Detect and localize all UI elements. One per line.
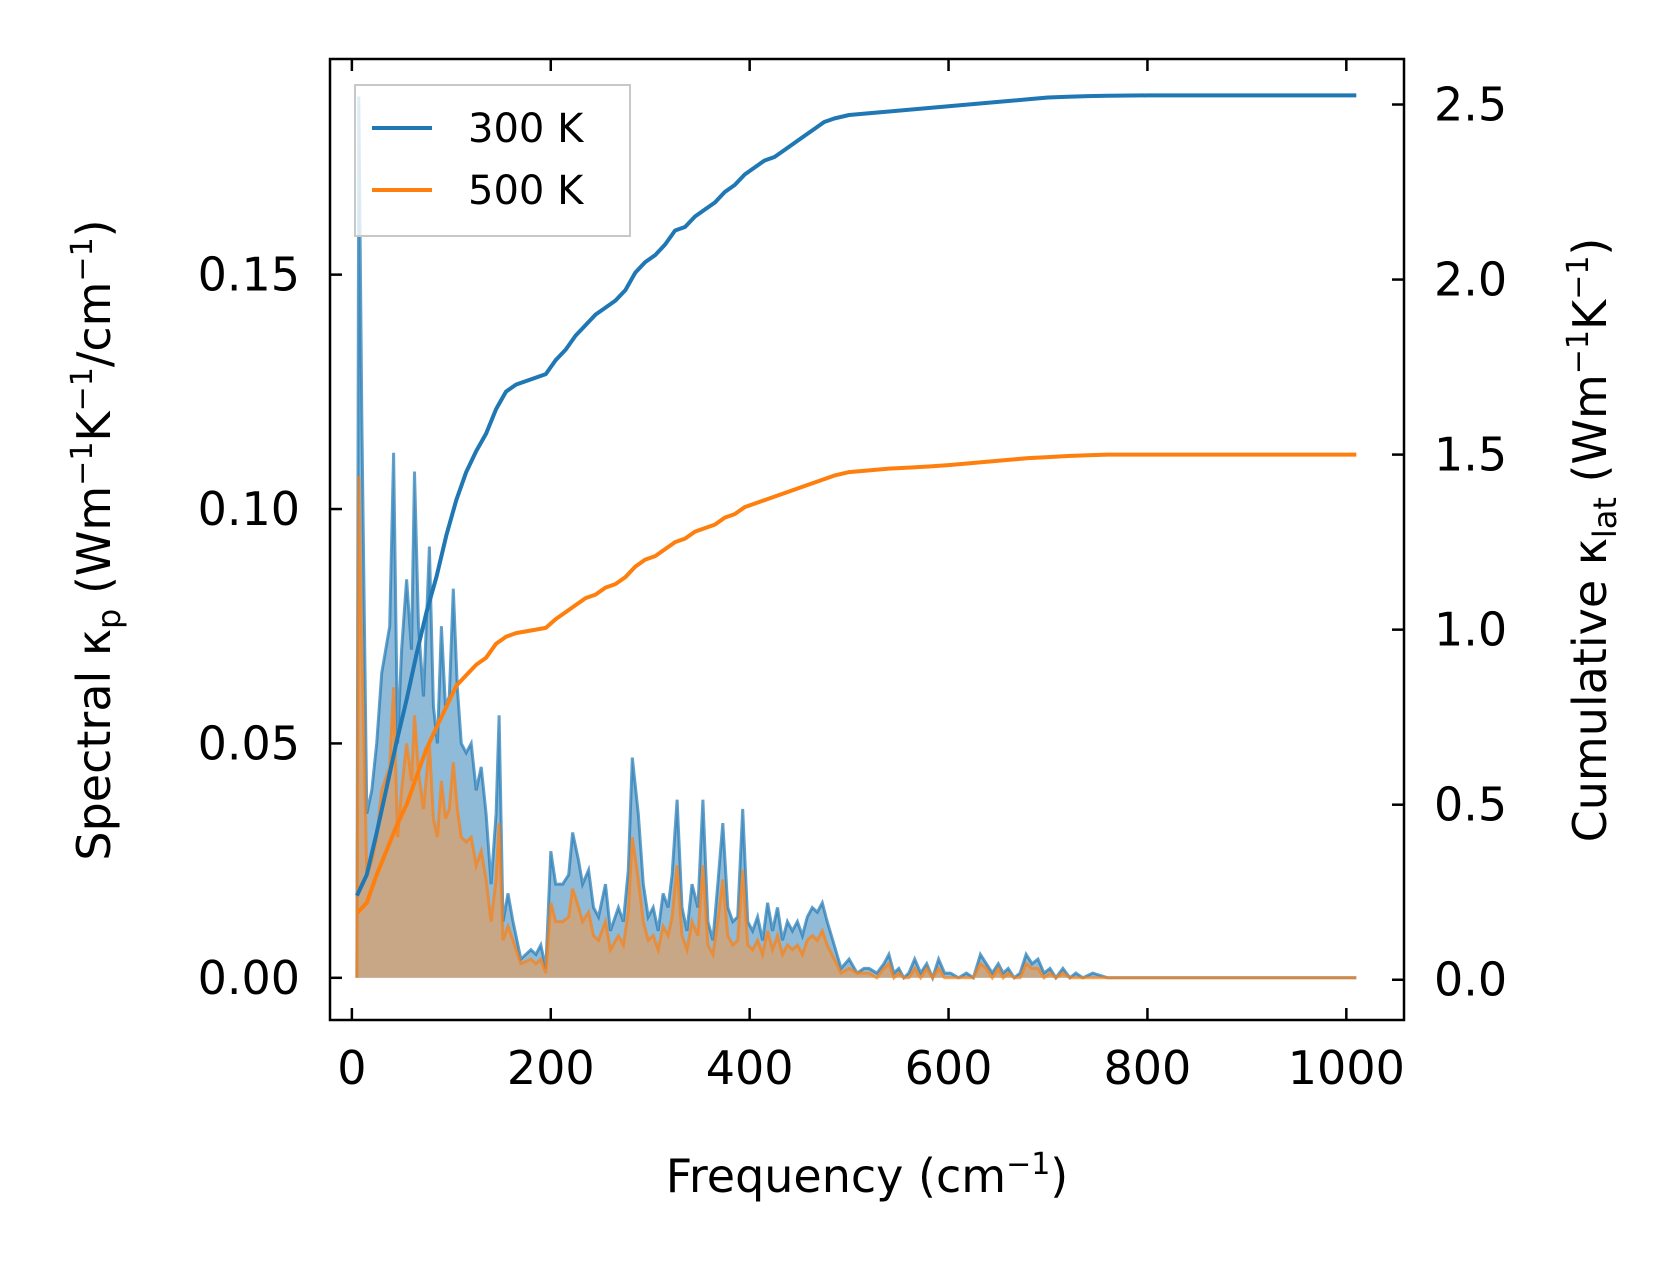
right-y-tick-label: 2.5 [1434,78,1507,132]
cumulative-line-300k [355,93,1357,897]
x-tick-label: 400 [706,1041,794,1095]
x-tick-label: 600 [905,1041,993,1095]
x-tick-label: 1000 [1288,1041,1405,1095]
x-tick-label: 800 [1104,1041,1192,1095]
left-y-tick-label: 0.15 [198,248,300,302]
right-y-tick-label: 1.0 [1434,603,1507,657]
left-y-axis-label: Spectral κp (Wm−1K−1/cm−1) [65,219,128,860]
plot-frame [328,57,1406,1022]
spectral-fills [355,96,1357,983]
series-lines [355,93,1357,915]
x-tick-label: 0 [337,1041,366,1095]
cumulative-line-500k [355,452,1357,915]
x-axis-label: Frequency (cm−1) [666,1147,1069,1203]
legend-box [354,84,631,237]
right-y-tick-label: 1.5 [1434,428,1507,482]
spectral-line-500k [355,476,1357,981]
x-tick-label: 200 [507,1041,595,1095]
left-y-tick-label: 0.10 [198,482,300,536]
legend-label-500k: 500 K [468,168,585,214]
right-y-tick-label: 0.0 [1434,953,1507,1007]
x-axis: 0 200 400 600 800 1000 [337,59,1405,1095]
legend: 300 K 500 K [354,84,631,237]
spectral-area-500k [356,476,1357,978]
legend-label-300k: 300 K [468,106,585,152]
left-y-tick-label: 0.05 [198,716,300,770]
right-y-axis: 0.0 0.5 1.0 1.5 2.0 2.5 [1392,78,1507,1007]
right-y-axis-label: Cumulative κlat (Wm−1K−1) [1561,238,1624,843]
left-y-tick-label: 0.00 [198,951,300,1005]
right-y-tick-label: 2.0 [1434,253,1507,307]
right-y-tick-label: 0.5 [1434,778,1507,832]
left-y-axis: 0.00 0.05 0.10 0.15 [198,248,342,1005]
